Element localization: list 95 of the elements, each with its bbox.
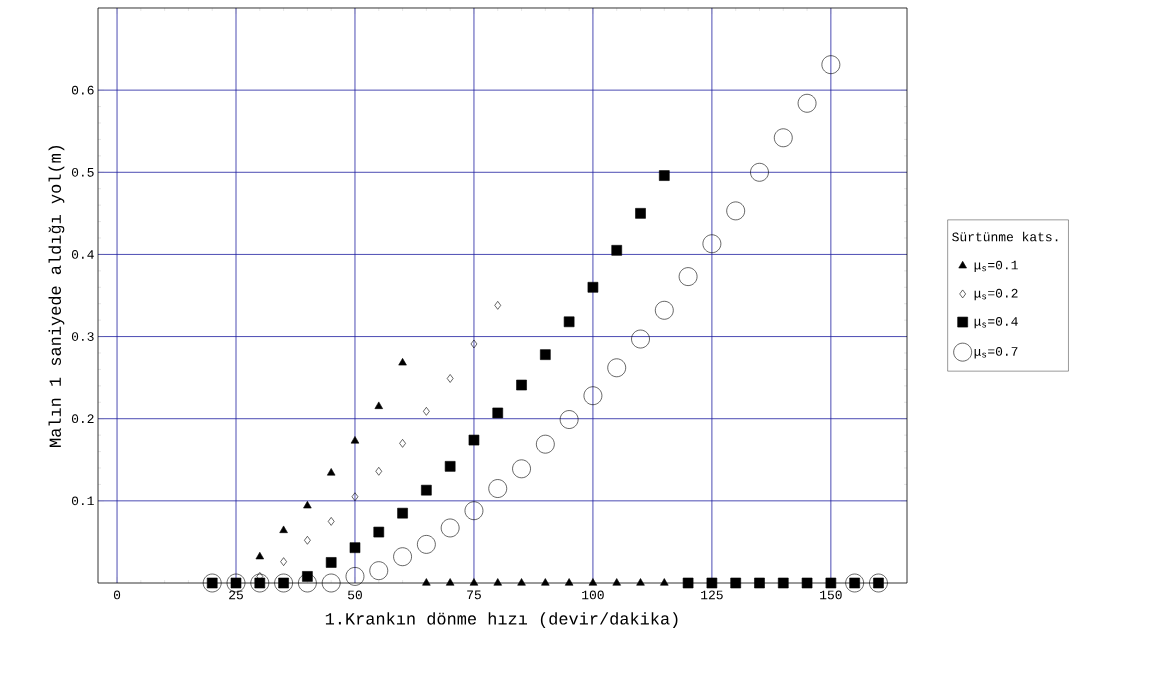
point <box>611 245 623 256</box>
point <box>797 93 817 113</box>
y-tick-label: 0.1 <box>71 496 94 506</box>
point <box>492 407 504 419</box>
point <box>588 578 598 586</box>
point <box>631 329 650 349</box>
legend-label: μ$_{s}$=0.2 <box>974 288 1018 301</box>
point <box>274 573 293 593</box>
point <box>541 578 550 586</box>
point <box>398 358 407 366</box>
legend-label: μ$_{s}$=0.7 <box>974 347 1018 359</box>
point <box>373 526 385 538</box>
point <box>587 281 599 293</box>
point <box>607 358 627 378</box>
point <box>777 577 789 589</box>
point <box>345 567 365 586</box>
point <box>660 578 669 586</box>
point <box>255 551 264 560</box>
point <box>298 573 317 593</box>
point <box>351 492 359 502</box>
point <box>279 525 288 533</box>
point <box>655 300 674 320</box>
point <box>563 316 575 328</box>
point <box>821 55 841 74</box>
point <box>564 578 574 586</box>
point <box>326 468 336 476</box>
x-tick-label: 100 <box>582 590 604 600</box>
point <box>325 557 337 568</box>
point <box>636 578 645 586</box>
point <box>754 577 765 589</box>
point <box>702 234 722 254</box>
point <box>303 500 312 509</box>
point <box>706 577 718 589</box>
x-tick-label: 150 <box>820 590 842 600</box>
point <box>423 407 430 416</box>
point <box>417 535 436 554</box>
y-tick-label: 0.5 <box>71 167 94 177</box>
point <box>750 162 769 182</box>
point <box>369 561 389 580</box>
point <box>446 374 454 383</box>
point <box>488 479 508 498</box>
point <box>469 578 479 586</box>
point <box>512 459 531 479</box>
point <box>464 501 484 521</box>
point <box>612 578 621 586</box>
point <box>678 267 698 286</box>
point <box>327 517 335 526</box>
point <box>375 466 383 476</box>
legend-title: Sürtünme kats. <box>952 231 1058 242</box>
x-tick-label: 25 <box>229 590 243 600</box>
point <box>726 201 745 221</box>
y-tick-label: 0.3 <box>71 332 94 341</box>
point <box>540 349 551 360</box>
point <box>349 542 361 553</box>
point <box>517 578 526 586</box>
x-tick-label: 50 <box>348 590 362 600</box>
point <box>659 170 670 181</box>
y-tick-label: 0.6 <box>71 85 94 95</box>
point <box>470 339 478 349</box>
point <box>444 461 456 472</box>
point <box>559 410 579 429</box>
point <box>825 577 837 589</box>
point <box>536 434 555 454</box>
point <box>494 301 502 310</box>
point <box>440 518 460 538</box>
x-tick-label: 75 <box>467 590 481 600</box>
point <box>399 439 406 448</box>
point <box>422 578 431 586</box>
point <box>516 379 527 391</box>
point <box>350 436 360 444</box>
point <box>393 547 412 567</box>
y-tick-label: 0.2 <box>71 414 94 424</box>
legend-label: μ$_{s}$=0.4 <box>974 316 1018 329</box>
x-tick-label: 0 <box>113 590 121 600</box>
point <box>304 535 311 545</box>
point <box>421 484 432 496</box>
x-tick-label: 125 <box>701 590 723 600</box>
y-axis-title: Malın 1 saniyede aldığı yol(m) <box>48 145 65 447</box>
point <box>583 386 603 406</box>
point <box>280 557 287 566</box>
legend-label: μ$_{s}$=0.1 <box>974 260 1018 273</box>
point <box>730 577 741 589</box>
point <box>801 577 813 589</box>
point <box>397 507 408 519</box>
point <box>445 578 455 586</box>
point <box>773 128 793 148</box>
point <box>635 208 646 219</box>
point <box>321 573 341 593</box>
point <box>468 434 480 446</box>
point <box>493 578 502 586</box>
point <box>845 573 864 593</box>
y-tick-label: 0.4 <box>71 250 94 259</box>
point <box>682 577 694 589</box>
x-axis-title: 1.Krankın dönme hızı (devir/dakika) <box>325 612 678 628</box>
point <box>374 401 383 409</box>
